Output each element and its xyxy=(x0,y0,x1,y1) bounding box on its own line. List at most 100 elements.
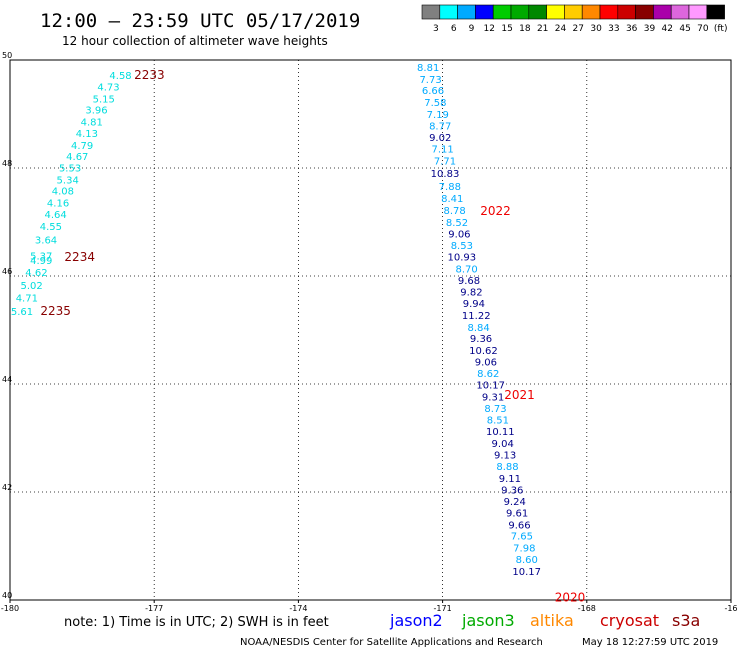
scale-swatch xyxy=(510,4,530,20)
legend-cryosat: cryosat xyxy=(600,611,659,630)
footer-note: note: 1) Time is in UTC; 2) SWH is in fe… xyxy=(64,615,329,630)
data-point-cryosat: 11.22 xyxy=(462,311,491,322)
scale-swatch xyxy=(528,4,547,20)
legend-jason3: jason3 xyxy=(461,611,515,630)
data-point-cryosat: 10.83 xyxy=(431,169,460,180)
data-point-s3a: 4.99 xyxy=(30,256,52,267)
data-point-cryosat: 10.17 xyxy=(512,567,541,578)
data-point-s3a: 3.64 xyxy=(35,235,57,246)
data-point-s3a: 4.13 xyxy=(76,129,98,140)
y-tick-label: 48 xyxy=(2,159,12,168)
data-point-s3a: 5.34 xyxy=(57,175,79,186)
plot-frame xyxy=(9,59,732,601)
data-point-cryosat: 8.77 xyxy=(429,121,451,132)
pass-label: 2234 xyxy=(64,250,95,264)
data-point-s3a: 4.73 xyxy=(97,82,119,93)
scale-label: 30 xyxy=(590,24,602,34)
data-point-cryosat: 9.36 xyxy=(501,485,523,496)
scale-swatch xyxy=(653,4,672,20)
data-point-cryosat: 7.19 xyxy=(427,110,449,121)
x-tick-label: -171 xyxy=(434,604,452,613)
scale-label: 33 xyxy=(608,24,619,34)
scale-swatch xyxy=(617,4,636,20)
data-point-s3a: 4.16 xyxy=(47,199,69,210)
data-point-s3a: 4.62 xyxy=(25,268,47,279)
color-scale: 3 6 9 12 15 18 21 24 27 30 33 36 39 42 45 70 (ft) xyxy=(421,4,727,34)
data-point-s3a: 5.37 xyxy=(30,251,52,262)
data-point-cryosat: 8.70 xyxy=(456,264,478,275)
scale-swatch xyxy=(564,4,583,20)
data-point-cryosat: 9.02 xyxy=(429,133,451,144)
data-point-cryosat: 7.58 xyxy=(424,98,446,109)
x-axis-ticks: -180 -177 -174 -171 -168 -16 xyxy=(1,600,738,613)
data-point-s3a: 4.71 xyxy=(16,294,38,305)
data-point-cryosat: 9.68 xyxy=(458,276,480,287)
data-point-cryosat: 9.66 xyxy=(508,520,530,531)
data-point-cryosat: 9.11 xyxy=(499,474,521,485)
data-point-cryosat: 9.36 xyxy=(470,334,492,345)
scale-label: 36 xyxy=(626,24,638,34)
data-point-s3a: 4.67 xyxy=(66,152,88,163)
data-point-cryosat: 7.11 xyxy=(431,145,453,156)
credit-source: NOAA/NESDIS Center for Satellite Applica… xyxy=(240,637,543,648)
wave-height-points: 4.584.735.153.964.814.134.794.675.535.34… xyxy=(11,63,541,578)
data-point-cryosat: 9.24 xyxy=(504,497,526,508)
x-tick-label: -177 xyxy=(145,604,163,613)
data-point-cryosat: 9.31 xyxy=(482,392,504,403)
legend-altika: altika xyxy=(530,611,574,630)
x-tick-label: -174 xyxy=(289,604,307,613)
legend-jason2: jason2 xyxy=(389,611,443,630)
data-point-s3a: 5.61 xyxy=(11,307,33,318)
scale-swatch xyxy=(457,4,476,20)
data-point-cryosat: 8.53 xyxy=(451,241,473,252)
data-point-cryosat: 9.61 xyxy=(506,509,528,520)
data-point-s3a: 4.08 xyxy=(52,187,74,198)
data-point-s3a: 4.64 xyxy=(45,210,67,221)
x-tick-label: -180 xyxy=(1,604,19,613)
data-point-cryosat: 8.62 xyxy=(477,369,499,380)
data-point-cryosat: 7.73 xyxy=(419,75,441,86)
pass-labels: 2233 2234 2235 2022 2021 2020 xyxy=(40,68,585,604)
pass-label: 2022 xyxy=(480,204,511,218)
data-point-cryosat: 9.04 xyxy=(492,439,514,450)
data-point-cryosat: 10.17 xyxy=(476,381,505,392)
data-point-s3a: 3.96 xyxy=(85,106,107,117)
scale-swatch xyxy=(599,4,619,20)
data-point-s3a: 5.15 xyxy=(93,94,115,105)
page-subtitle: 12 hour collection of altimeter wave hei… xyxy=(62,34,328,48)
credit-timestamp: May 18 12:27:59 UTC 2019 xyxy=(582,637,718,648)
data-point-cryosat: 8.41 xyxy=(441,194,463,205)
y-tick-label: 46 xyxy=(2,267,12,276)
scale-label: 12 xyxy=(484,24,495,34)
scale-label: 3 xyxy=(433,24,439,34)
pass-label: 2233 xyxy=(134,68,165,82)
scale-swatch xyxy=(475,4,494,20)
scale-swatch xyxy=(492,4,512,20)
y-tick-label: 50 xyxy=(2,51,12,60)
data-point-cryosat: 7.88 xyxy=(439,182,461,193)
data-point-cryosat: 6.66 xyxy=(422,86,444,97)
legend-s3a: s3a xyxy=(672,611,700,630)
data-point-cryosat: 8.73 xyxy=(484,404,506,415)
y-tick-label: 42 xyxy=(2,483,12,492)
scale-swatch xyxy=(688,4,708,20)
y-axis-ticks: 40 42 44 46 48 50 xyxy=(2,51,12,600)
data-point-cryosat: 10.11 xyxy=(486,427,515,438)
data-point-cryosat: 10.62 xyxy=(469,346,498,357)
scale-label: 70 xyxy=(697,24,709,34)
data-point-s3a: 4.55 xyxy=(40,222,62,233)
scale-label: 6 xyxy=(451,24,457,34)
y-tick-label: 44 xyxy=(2,375,12,384)
pass-label: 2235 xyxy=(40,304,71,318)
scale-swatch xyxy=(581,4,601,20)
x-tick-label: -16 xyxy=(724,604,737,613)
data-point-s3a: 4.79 xyxy=(71,141,93,152)
data-point-cryosat: 8.81 xyxy=(417,63,439,74)
data-point-cryosat: 8.60 xyxy=(516,555,538,566)
data-point-cryosat: 7.71 xyxy=(434,156,456,167)
satellite-legend: jason2 jason3 altika cryosat s3a xyxy=(389,611,700,630)
data-point-cryosat: 8.51 xyxy=(487,416,509,427)
data-point-cryosat: 8.52 xyxy=(446,218,468,229)
scale-swatch xyxy=(670,4,690,20)
